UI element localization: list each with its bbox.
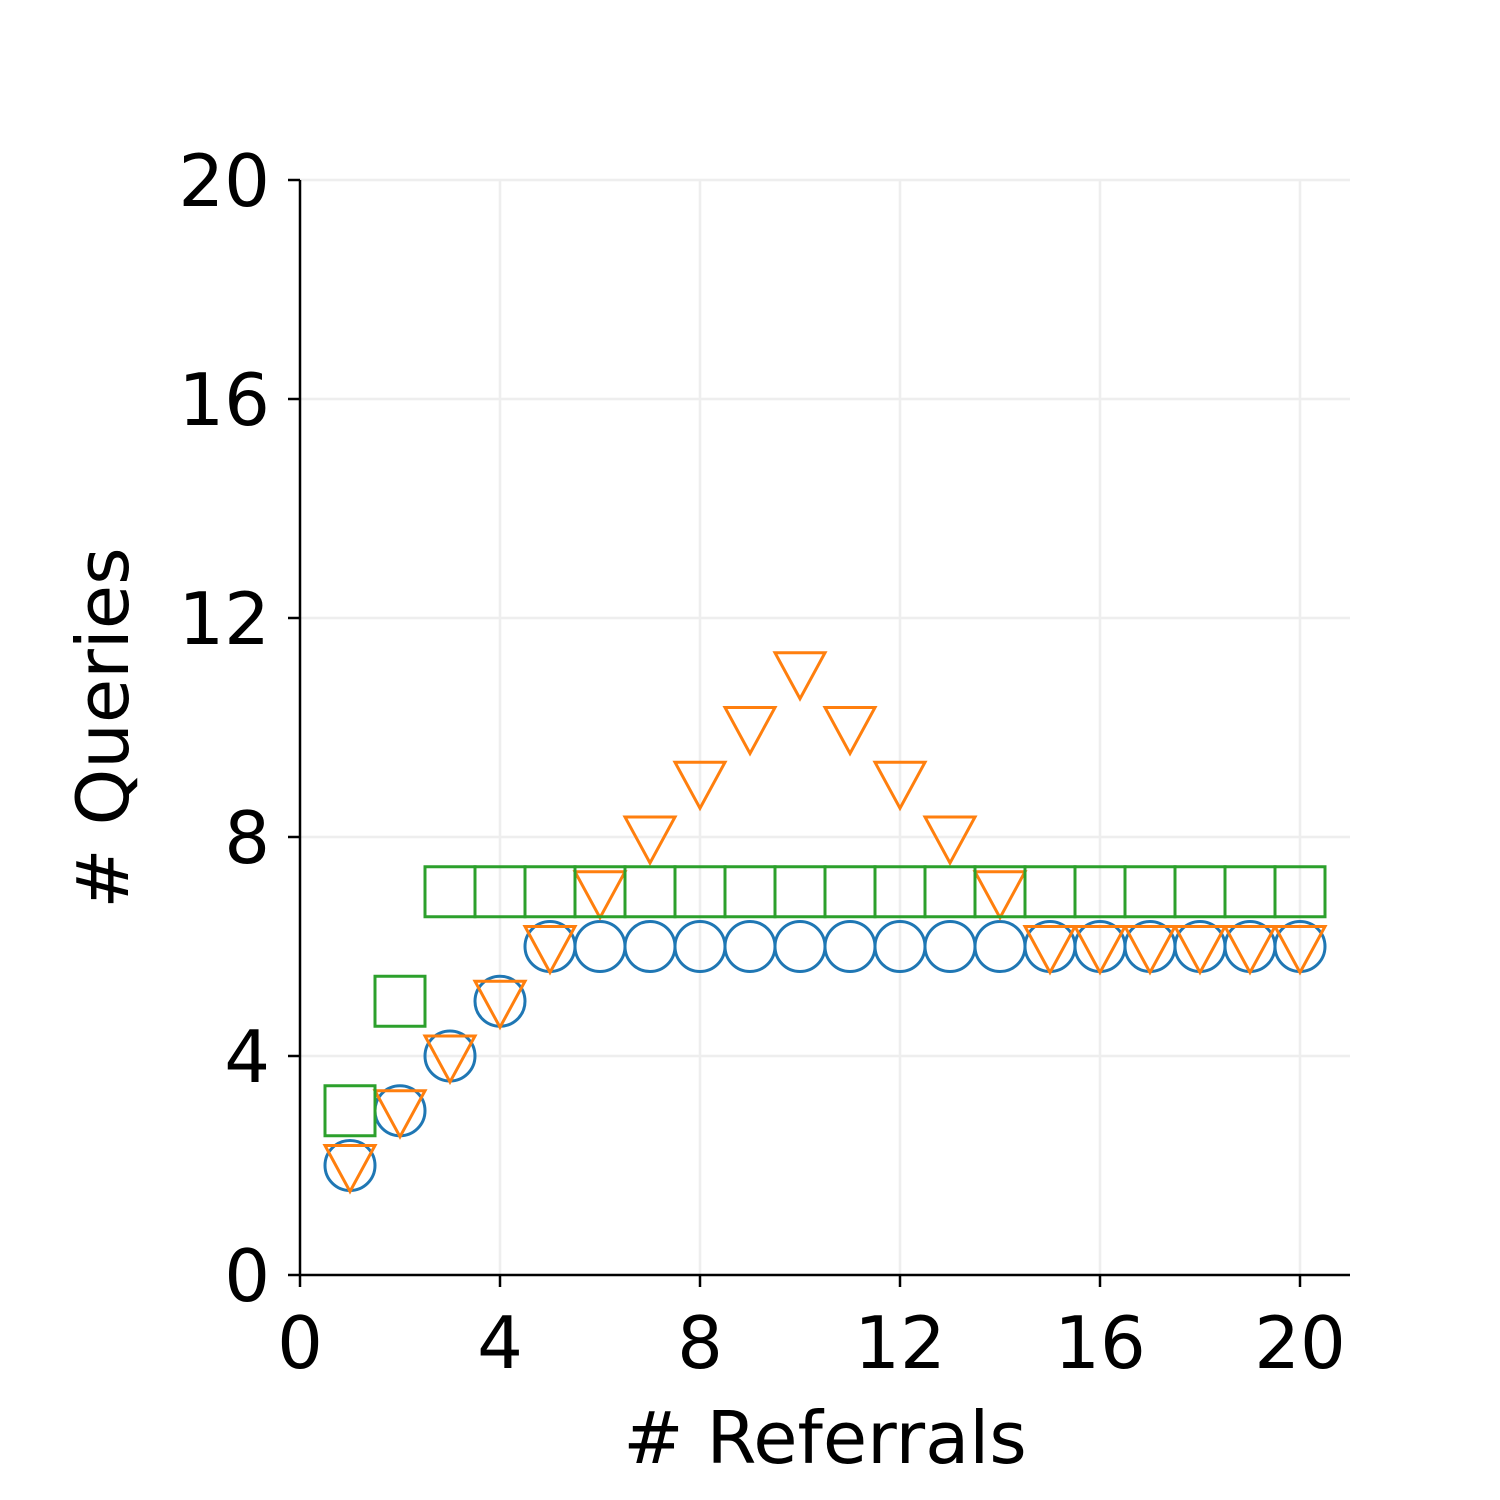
x-tick-label: 8: [677, 1301, 723, 1385]
triangle-down-point: [572, 870, 628, 921]
circle-point: [623, 920, 677, 973]
square-point: [623, 865, 677, 919]
ticks: 0 4 8 12 16 20 0 4 8 12 16 20: [178, 139, 1345, 1385]
triangle-down-point: [822, 706, 878, 757]
triangle-series: [322, 651, 1328, 1195]
y-tick-label: 12: [178, 577, 270, 661]
circle-point: [773, 920, 827, 973]
square-point: [323, 1084, 377, 1138]
square-point: [1223, 865, 1277, 919]
circle-point: [973, 920, 1027, 973]
triangle-down-point: [472, 979, 528, 1031]
square-point: [1173, 865, 1227, 919]
circle-point: [373, 1084, 427, 1138]
circle-point: [573, 920, 627, 973]
x-tick-label: 20: [1254, 1301, 1346, 1385]
triangle-down-point: [522, 925, 578, 976]
circle-point: [523, 920, 577, 973]
x-tick-label: 0: [277, 1301, 323, 1385]
square-point: [573, 865, 627, 919]
axes: [298, 180, 1350, 1277]
y-tick-label: 0: [224, 1234, 270, 1318]
square-point: [923, 865, 977, 919]
circle-point: [323, 1139, 377, 1192]
triangle-down-point: [372, 1089, 428, 1140]
square-point: [973, 865, 1027, 919]
square-point: [373, 974, 427, 1028]
square-point: [1273, 865, 1327, 919]
triangle-down-point: [1022, 925, 1078, 976]
circle-point: [1223, 920, 1277, 973]
y-tick-label: 16: [178, 358, 270, 442]
triangle-down-point: [772, 651, 828, 702]
y-tick-label: 20: [178, 139, 270, 223]
square-point: [1123, 865, 1177, 919]
triangle-down-point: [722, 706, 778, 757]
triangle-down-point: [622, 815, 678, 867]
circle-point: [823, 920, 877, 973]
square-point: [1023, 865, 1077, 919]
square-point: [823, 865, 877, 919]
y-tick-label: 8: [224, 796, 270, 880]
circle-point: [1173, 920, 1227, 973]
triangle-down-point: [322, 1144, 378, 1195]
square-series: [323, 865, 1327, 1138]
grid: [300, 178, 1350, 1275]
circle-point: [723, 920, 777, 973]
y-tick-label: 4: [224, 1015, 270, 1099]
square-point: [523, 865, 577, 919]
triangle-down-point: [1072, 925, 1128, 976]
y-axis-label: # Queries: [61, 547, 145, 908]
x-axis-label: # Referrals: [623, 1396, 1027, 1480]
triangle-down-point: [922, 815, 978, 867]
triangle-down-point: [1272, 925, 1328, 976]
x-tick-label: 12: [854, 1301, 946, 1385]
triangle-down-point: [1222, 925, 1278, 976]
triangle-down-point: [972, 870, 1028, 921]
data-markers: [322, 651, 1328, 1195]
circle-point: [1123, 920, 1177, 973]
square-point: [773, 865, 827, 919]
square-point: [423, 865, 477, 919]
triangle-down-point: [672, 760, 728, 812]
triangle-down-point: [872, 760, 928, 812]
triangle-down-point: [1172, 925, 1228, 976]
x-tick-label: 16: [1054, 1301, 1146, 1385]
triangle-down-point: [422, 1034, 478, 1086]
x-tick-label: 4: [477, 1301, 523, 1385]
circle-point: [1023, 920, 1077, 973]
triangle-down-point: [1122, 925, 1178, 976]
square-point: [723, 865, 777, 919]
circle-point: [923, 920, 977, 973]
